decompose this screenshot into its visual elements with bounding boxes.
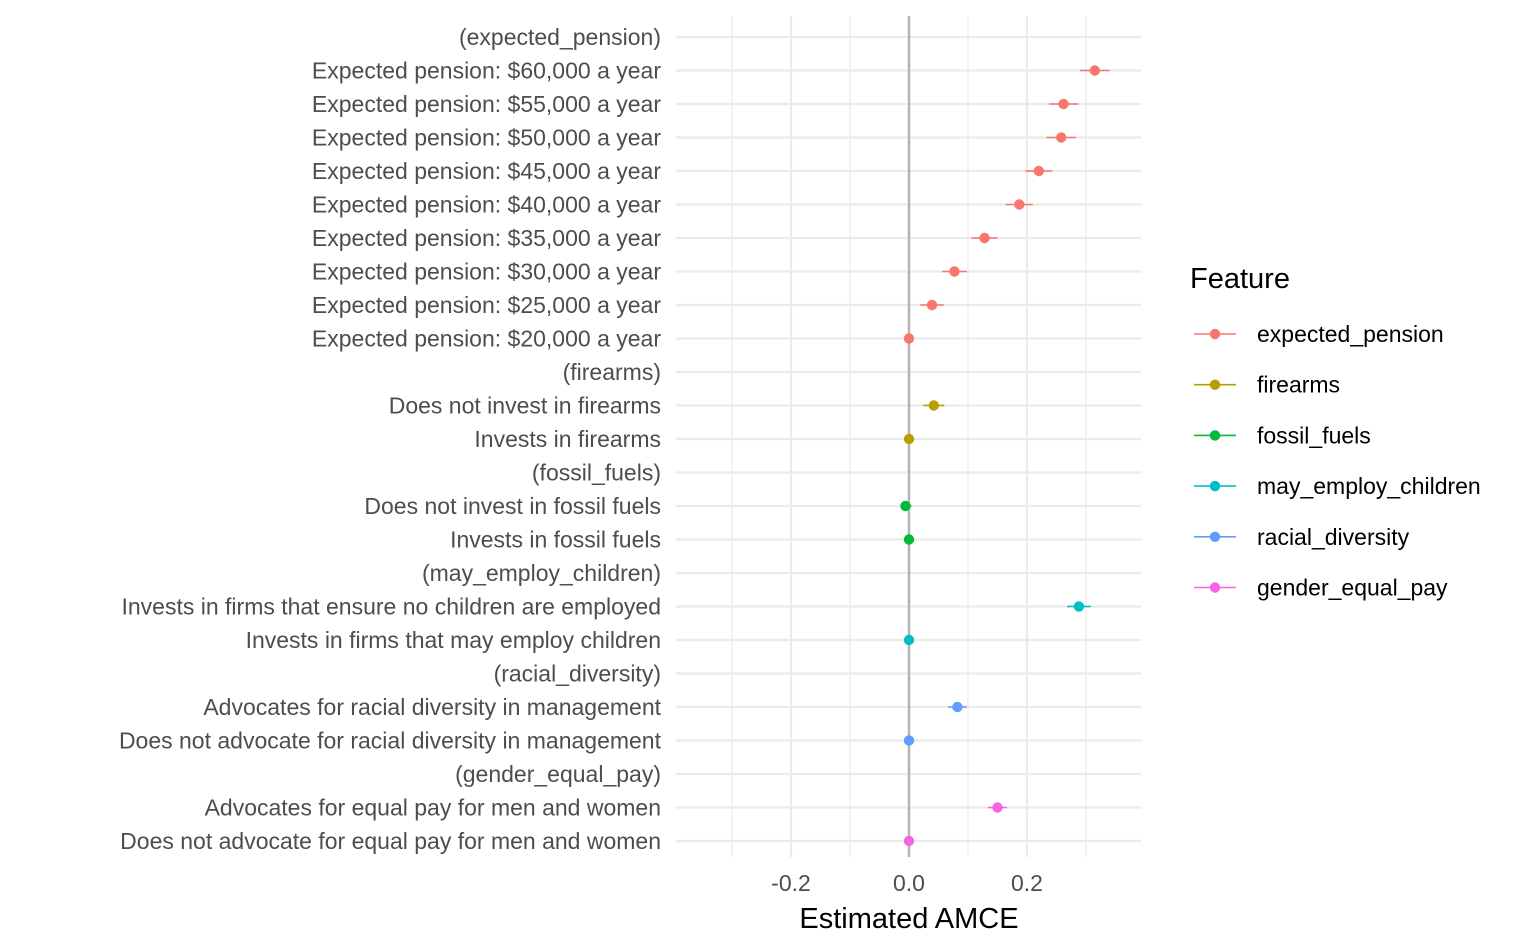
legend-label: firearms — [1257, 372, 1340, 398]
data-point — [1058, 98, 1069, 110]
row-label: Does not invest in firearms — [389, 393, 661, 419]
data-marks — [900, 65, 1110, 847]
data-point — [926, 299, 938, 311]
row-label: Does not advocate for racial diversity i… — [119, 728, 662, 754]
row-label: Expected pension: $30,000 a year — [312, 259, 661, 285]
legend-key-point — [1209, 430, 1221, 441]
data-point — [903, 634, 915, 646]
row-label: Advocates for racial diversity in manage… — [203, 694, 661, 720]
data-point — [1089, 65, 1101, 76]
data-point — [903, 333, 915, 344]
data-point — [903, 534, 915, 545]
x-tick-label: 0.0 — [893, 870, 925, 896]
data-point — [1073, 601, 1085, 612]
legend-title: Feature — [1190, 263, 1290, 295]
row-label: Invests in firearms — [474, 426, 661, 452]
row-label-header: (fossil_fuels) — [532, 460, 661, 486]
row-label: Invests in fossil fuels — [450, 527, 661, 553]
data-point — [903, 835, 915, 847]
data-point — [952, 701, 963, 713]
data-point — [903, 735, 915, 746]
x-axis-tick-labels: -0.2 0.0 0.2 — [771, 870, 1043, 896]
legend-key-point — [1209, 531, 1221, 542]
legend-label: fossil_fuels — [1257, 422, 1371, 448]
x-axis-title: Estimated AMCE — [799, 903, 1018, 935]
row-label: Expected pension: $45,000 a year — [312, 158, 661, 184]
row-label: Expected pension: $50,000 a year — [312, 125, 661, 151]
row-label-header: (gender_equal_pay) — [455, 761, 661, 787]
row-label: Does not invest in fossil fuels — [364, 493, 661, 519]
x-tick-label: -0.2 — [771, 870, 811, 896]
data-point — [979, 232, 990, 244]
data-point — [928, 400, 939, 411]
row-label: Expected pension: $40,000 a year — [312, 192, 661, 218]
row-labels: (expected_pension) Expected pension: $60,… — [119, 24, 662, 854]
row-label: Expected pension: $35,000 a year — [312, 225, 661, 251]
row-label: Invests in firms that ensure no children… — [122, 594, 662, 620]
row-label: Advocates for equal pay for men and wome… — [205, 795, 661, 821]
data-point — [1056, 132, 1067, 143]
row-label: Expected pension: $20,000 a year — [312, 326, 661, 352]
legend: Feature expected_pension firearms fossil_f… — [1190, 263, 1481, 601]
row-label: Does not advocate for equal pay for men … — [120, 828, 661, 854]
row-label: Expected pension: $55,000 a year — [312, 91, 661, 117]
legend-label: gender_equal_pay — [1257, 575, 1448, 601]
row-label-header: (may_employ_children) — [422, 560, 661, 586]
data-point — [900, 500, 911, 512]
data-point — [1014, 199, 1025, 210]
row-label-header: (firearms) — [563, 359, 661, 385]
data-point — [949, 266, 960, 277]
legend-key-point — [1209, 480, 1221, 492]
row-label-header: (expected_pension) — [459, 24, 661, 50]
legend-label: expected_pension — [1257, 321, 1444, 347]
row-label: Expected pension: $25,000 a year — [312, 292, 661, 318]
data-point — [903, 433, 915, 445]
row-label: Invests in firms that may employ childre… — [246, 627, 661, 653]
row-label: Expected pension: $60,000 a year — [312, 58, 661, 84]
row-label-header: (racial_diversity) — [494, 661, 661, 687]
x-tick-label: 0.2 — [1011, 870, 1043, 896]
legend-key-point — [1209, 379, 1221, 390]
legend-key-point — [1209, 328, 1221, 340]
legend-key-point — [1209, 582, 1221, 593]
data-point — [992, 802, 1003, 813]
data-point — [1033, 165, 1045, 177]
legend-label: racial_diversity — [1257, 524, 1410, 550]
legend-items: expected_pension firearms fossil_fuels may_… — [1194, 321, 1481, 601]
legend-label: may_employ_children — [1257, 473, 1481, 499]
